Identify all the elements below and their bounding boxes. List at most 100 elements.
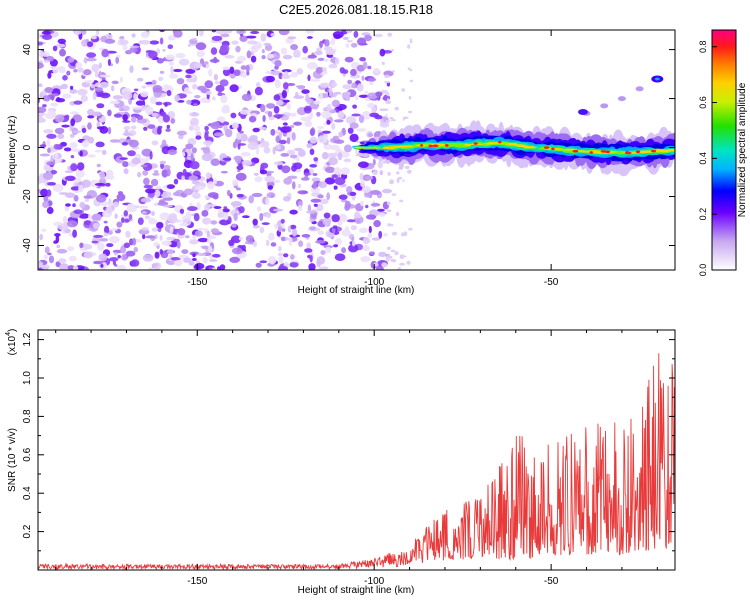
noise-blob xyxy=(54,114,65,123)
noise-blob xyxy=(137,217,144,225)
noise-blob xyxy=(168,61,175,66)
noise-blob xyxy=(38,41,43,46)
noise-blob xyxy=(319,40,323,49)
noise-blob xyxy=(202,217,212,225)
noise-blob xyxy=(88,213,92,220)
noise-blob xyxy=(282,122,288,126)
noise-blob xyxy=(364,34,372,42)
signal-peak xyxy=(551,147,555,151)
noise-blob xyxy=(129,65,134,73)
noise-blob xyxy=(259,212,264,222)
noise-blob xyxy=(104,225,110,234)
secondary-line-blob xyxy=(617,96,626,102)
noise-speck xyxy=(381,108,387,111)
noise-blob xyxy=(149,151,153,160)
noise-blob xyxy=(281,69,292,73)
noise-blob xyxy=(69,89,78,94)
noise-blob xyxy=(281,74,291,79)
signal-blob xyxy=(517,146,535,148)
noise-blob xyxy=(79,150,83,157)
noise-blob xyxy=(84,198,90,202)
noise-blob xyxy=(208,245,213,253)
noise-speck xyxy=(407,67,411,71)
noise-blob xyxy=(358,115,365,124)
noise-blob xyxy=(81,179,91,188)
noise-blob xyxy=(213,132,224,137)
signal-peak xyxy=(498,140,502,144)
noise-blob xyxy=(274,60,282,67)
noise-blob xyxy=(356,128,367,132)
snr-y-tick-label: 1.0 xyxy=(22,371,33,385)
noise-blob xyxy=(316,203,324,212)
noise-blob xyxy=(166,236,177,241)
noise-blob xyxy=(94,70,99,78)
noise-blob xyxy=(87,154,96,158)
noise-blob xyxy=(158,199,166,204)
noise-blob xyxy=(385,254,391,262)
noise-blob xyxy=(43,60,50,63)
noise-blob xyxy=(43,172,54,180)
noise-blob xyxy=(62,93,72,99)
noise-blob xyxy=(162,197,174,201)
noise-blob xyxy=(228,239,235,246)
noise-speck xyxy=(387,201,391,206)
noise-blob xyxy=(190,112,200,117)
noise-blob xyxy=(224,128,233,138)
noise-blob xyxy=(374,33,384,38)
snr-y-tick-label: 1.2 xyxy=(22,332,33,346)
snr-x-ticks: -150 -100 -50 xyxy=(55,330,658,587)
noise-blob xyxy=(360,200,364,207)
noise-blob xyxy=(122,91,133,100)
noise-blob xyxy=(193,213,200,222)
noise-blob xyxy=(70,118,76,127)
noise-blob xyxy=(136,115,144,120)
noise-blob xyxy=(293,121,302,126)
noise-blob xyxy=(96,30,100,36)
noise-blob xyxy=(250,55,257,63)
noise-speck xyxy=(401,88,406,92)
noise-blob xyxy=(52,183,64,192)
signal-peak xyxy=(432,144,439,148)
noise-blob xyxy=(167,35,176,41)
noise-speck xyxy=(389,179,394,185)
snr-series-line xyxy=(38,353,675,570)
noise-blob xyxy=(232,141,237,149)
noise-blob xyxy=(160,111,167,117)
noise-blob xyxy=(289,209,298,215)
noise-blob xyxy=(86,57,97,62)
signal-peak xyxy=(543,146,550,149)
noise-blob xyxy=(255,262,262,268)
noise-blob xyxy=(306,143,313,149)
noise-blob xyxy=(194,95,201,99)
noise-blob xyxy=(341,247,347,254)
noise-blob xyxy=(266,192,276,199)
noise-blob xyxy=(337,152,343,161)
noise-blob xyxy=(290,44,298,51)
noise-blob xyxy=(235,155,242,164)
noise-blob xyxy=(73,209,83,214)
noise-blob xyxy=(107,175,115,180)
noise-blob xyxy=(229,256,240,263)
noise-blob xyxy=(222,30,233,34)
noise-blob xyxy=(352,104,357,109)
noise-blob xyxy=(302,45,309,54)
noise-blob xyxy=(104,38,116,44)
noise-blob xyxy=(369,112,380,118)
noise-blob xyxy=(106,50,117,54)
noise-blob xyxy=(351,236,355,242)
noise-blob xyxy=(322,217,332,226)
noise-blob xyxy=(208,266,213,270)
noise-blob xyxy=(39,153,51,157)
noise-blob xyxy=(170,257,181,261)
noise-blob xyxy=(386,92,390,97)
noise-blob xyxy=(219,264,226,270)
noise-blob xyxy=(177,228,186,236)
noise-blob xyxy=(324,166,336,173)
signal-peak xyxy=(420,144,424,147)
noise-blob xyxy=(57,66,62,71)
noise-blob xyxy=(127,150,136,157)
noise-blob xyxy=(280,47,288,55)
noise-blob xyxy=(287,175,298,180)
noise-blob xyxy=(116,193,126,202)
noise-blob xyxy=(173,238,180,242)
